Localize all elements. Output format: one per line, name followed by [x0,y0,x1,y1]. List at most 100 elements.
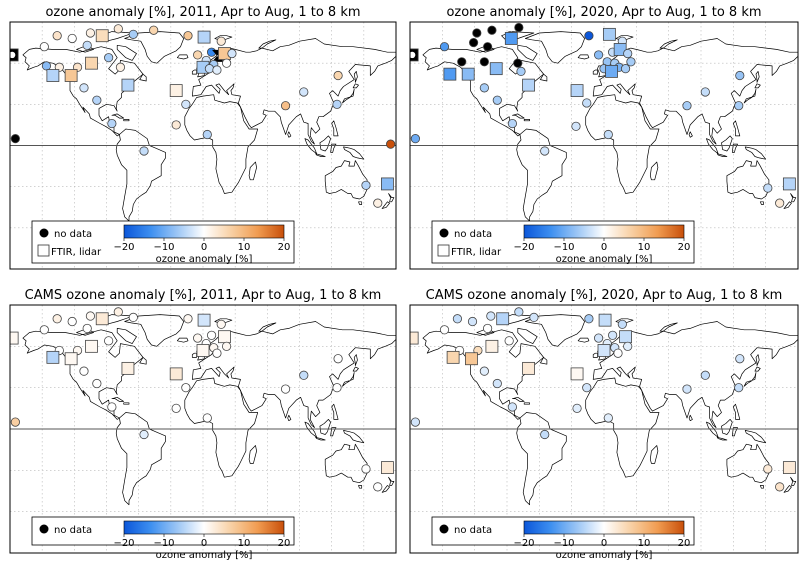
colorbar-tick-label: −10 [553,242,574,253]
station-marker-square [85,56,98,70]
station-marker-circle [735,354,745,364]
station-marker-square [95,312,109,326]
station-marker-circle [39,325,49,335]
coastline-novaya-zemlya [659,39,678,49]
coastline-sri-lanka [688,414,693,422]
coastline-south-america [115,128,166,222]
station-marker-square [504,32,518,45]
colorbar-tick-label: 10 [638,538,651,549]
coastline-java [716,436,728,441]
coastline-eurasia [592,38,798,145]
coastline-japan [342,372,355,387]
coastline-new-zealand-n [790,193,797,203]
station-marker-circle [682,384,692,394]
coastline-ireland [191,352,197,358]
coastline-java [315,153,326,157]
coastline-hispaniola [523,402,530,405]
station-marker-circle [216,36,226,46]
station-marker-square [381,177,394,191]
station-marker-square [522,361,535,375]
coastline-iceland [176,337,189,343]
coastline-new-zealand-n [790,476,797,486]
legend-box: no data FTIR, lidar −20 −10 0 10 20 ozone anoma… [431,220,695,265]
station-marker-circle [183,31,193,41]
station-marker-square [169,367,183,381]
coastline-sri-lanka [287,131,292,138]
coastline-hokkaido [754,83,761,89]
coastline-cuba [111,396,125,402]
coastline-hokkaido [352,83,359,89]
station-marker-circle [128,29,138,39]
legend-box: no data −20 −10 0 10 20 ozone anomaly [%] [431,516,695,561]
coastline-sakhalin [353,354,358,366]
station-marker-circle [472,28,482,38]
station-marker-circle [467,316,478,327]
station-marker-circle [85,28,96,38]
station-marker-circle [468,37,479,48]
station-marker-circle [128,312,138,322]
colorbar-tick-label: 20 [678,242,691,253]
map-panel-4: CAMS ozone anomaly [%], 2020, Apr to Aug… [409,288,799,561]
coastline-iceland [577,337,590,343]
station-marker-circle [361,180,371,190]
legend-no-data-marker [39,524,49,534]
coastline-hokkaido [352,366,359,372]
coastline-tasmania [759,485,764,489]
station-marker-circle [775,198,785,208]
station-marker-circle [52,314,62,324]
station-marker-circle [507,118,517,129]
coastline-ireland [592,69,598,75]
coastline-novaya-zemlya [258,39,277,49]
station-marker-circle [514,22,524,33]
station-marker-circle [682,101,692,111]
coastline-newfoundland [139,73,147,82]
station-marker-circle [67,33,77,44]
station-marker-circle [594,50,604,60]
station-markers [10,24,396,208]
colorbar [523,520,685,535]
station-marker-circle [41,61,52,71]
station-marker-circle [181,99,191,109]
colorbar-tick-label: −10 [153,538,174,549]
map-panel-3: CAMS ozone anomaly [%], 2011, Apr to Aug… [9,288,397,561]
legend-no-data-label: no data [54,229,92,240]
map-frame [409,21,799,270]
station-marker-circle [107,402,117,412]
station-marker-square [64,352,78,366]
coastline-borneo [721,419,733,435]
colorbar-label: ozone anomaly [%] [556,254,653,265]
station-marker-circle [516,66,526,77]
station-marker-circle [571,121,581,131]
coastline-borneo [319,419,331,435]
station-marker-square [485,339,499,353]
station-marker-inner [410,51,416,59]
station-marker-circle [410,134,420,144]
colorbar-tick-label: −20 [113,242,134,253]
coastline-new-zealand-s [783,201,792,209]
station-marker-circle [92,378,102,389]
station-marker-square [85,339,98,353]
legend-box: no data FTIR, lidar −20 −10 0 10 20 ozone anoma… [31,220,295,265]
station-marker-circle [204,64,215,74]
station-marker-circle [299,87,309,97]
coastline-new-zealand-n [388,193,395,203]
station-marker-circle [113,24,123,34]
coastline-borneo [721,135,733,152]
station-marker-square [489,62,503,76]
station-marker-circle [171,403,181,413]
map-panel-2: ozone anomaly [%], 2020, Apr to Aug, 1 t… [409,5,799,270]
station-marker-square [121,78,135,92]
station-marker-circle [700,87,710,97]
coastline-africa [585,377,660,478]
station-marker-circle [333,354,343,364]
colorbar-tick-label: −20 [113,538,134,549]
coastline-japan [743,372,757,387]
station-marker-circle [79,83,89,93]
station-marker-circle [735,70,745,81]
station-marker-circle [613,348,623,358]
station-marker-circle [439,325,450,335]
legend-no-data-label: no data [54,525,92,536]
station-marker-circle [603,129,613,140]
station-marker-square [602,27,616,41]
colorbar-tick-label: 0 [601,538,607,549]
